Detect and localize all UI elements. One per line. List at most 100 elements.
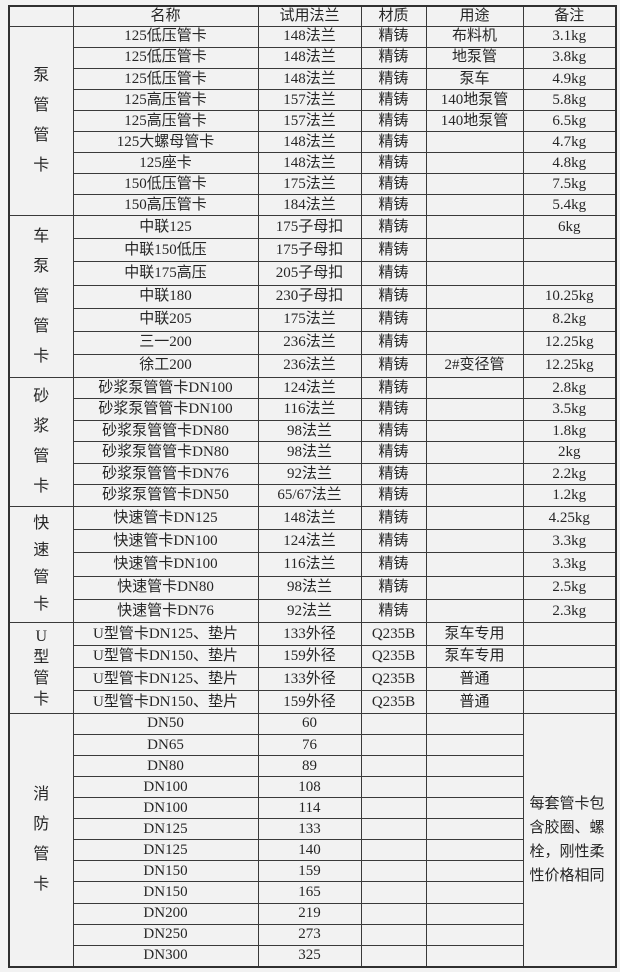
cell-note: 2.3kg xyxy=(522,598,617,624)
cell-note-merged: 每套管卡包含胶圈、螺栓，刚性柔性价格相同 xyxy=(522,712,617,968)
pipe-clamp-spec-table: 名称 试用法兰 材质 用途 备注 泵管管卡 125低压管卡 148法兰 精铸 布料机 3.1kg 1… xyxy=(8,5,617,968)
cell-material: 精铸 xyxy=(360,598,427,624)
cell-material: 精铸 xyxy=(360,419,427,443)
table-row: DN125 140 xyxy=(9,839,616,862)
cell-flange: 114 xyxy=(257,797,362,820)
table-row: 砂浆泵管管卡DN50 65/67法兰 精铸 1.2kg xyxy=(9,484,617,507)
cell-material: 精铸 xyxy=(360,215,427,240)
cell-name: 砂浆泵管管卡DN80 xyxy=(72,441,259,464)
cell-material xyxy=(360,818,427,841)
cell-note: 5.4kg xyxy=(522,194,617,217)
cell-flange: 175法兰 xyxy=(257,307,362,332)
cell-name: 中联180 xyxy=(72,284,259,309)
cell-material xyxy=(360,754,427,778)
cell-material xyxy=(360,776,427,799)
cell-name: 徐工200 xyxy=(72,353,259,378)
cell-note xyxy=(522,690,617,714)
cell-material xyxy=(360,860,427,883)
cell-flange: 148法兰 xyxy=(257,152,362,175)
table-row: DN250 273 xyxy=(9,923,616,946)
cell-name: DN150 xyxy=(72,881,259,904)
cell-usage: 泵车专用 xyxy=(425,644,524,669)
cell-flange: 116法兰 xyxy=(257,398,362,421)
row-group-label: 泵管管卡 xyxy=(8,25,74,217)
cell-material: Q235B xyxy=(360,667,427,692)
cell-name: 125高压管卡 xyxy=(72,88,259,112)
cell-usage xyxy=(425,152,524,175)
cell-usage: 140地泵管 xyxy=(425,110,524,133)
cell-material: Q235B xyxy=(360,690,427,714)
cell-note: 8.2kg xyxy=(522,307,617,332)
cell-usage xyxy=(425,797,524,820)
cell-name: DN250 xyxy=(72,923,259,946)
header-row: 名称 试用法兰 材质 用途 备注 xyxy=(8,5,617,27)
cell-material: 精铸 xyxy=(360,353,427,378)
cell-usage xyxy=(425,818,524,841)
cell-usage xyxy=(425,131,524,154)
cell-material: 精铸 xyxy=(360,152,427,175)
cell-flange: 148法兰 xyxy=(257,25,362,48)
cell-name: 砂浆泵管管卡DN50 xyxy=(72,484,259,507)
group-label-text: 泵管管卡 xyxy=(33,67,50,175)
cell-flange: 148法兰 xyxy=(257,46,362,69)
cell-usage xyxy=(425,552,524,577)
cell-material: 精铸 xyxy=(360,46,427,69)
cell-name: 快速管卡DN80 xyxy=(72,575,259,600)
cell-flange: 124法兰 xyxy=(257,529,362,554)
cell-usage xyxy=(425,441,524,464)
cell-name: 中联205 xyxy=(72,307,259,332)
cell-name: U型管卡DN125、垫片 xyxy=(72,667,259,692)
cell-usage: 泵车 xyxy=(425,67,524,90)
cell-material: 精铸 xyxy=(360,484,427,507)
cell-usage xyxy=(425,839,524,862)
table-row: 三一200 236法兰 精铸 12.25kg xyxy=(9,330,617,355)
cell-flange: 92法兰 xyxy=(257,462,362,486)
table-row: U 型管卡 U型管卡DN125、垫片 133外径 Q235B 泵车专用 xyxy=(8,622,617,714)
cell-usage xyxy=(425,215,524,240)
cell-material: 精铸 xyxy=(360,131,427,154)
row-group-label: 消防管卡 xyxy=(8,712,74,968)
cell-flange: 236法兰 xyxy=(257,330,362,355)
cell-name: DN100 xyxy=(72,797,259,820)
cell-usage xyxy=(425,330,524,355)
cell-note: 2.5kg xyxy=(522,575,617,600)
cell-name: 砂浆泵管管卡DN100 xyxy=(72,398,259,421)
cell-usage: 普通 xyxy=(425,690,524,714)
table-row: DN100 108 xyxy=(9,776,616,799)
cell-note: 2.2kg xyxy=(522,462,617,486)
cell-name: DN300 xyxy=(72,944,259,968)
cell-flange: 133外径 xyxy=(257,622,362,646)
cell-flange: 159外径 xyxy=(257,644,362,669)
table-row: 150高压管卡 184法兰 精铸 5.4kg xyxy=(9,194,617,217)
cell-note xyxy=(522,261,617,286)
cell-usage xyxy=(425,733,524,756)
cell-flange: 148法兰 xyxy=(257,131,362,154)
cell-name: 砂浆泵管管卡DN80 xyxy=(72,419,259,443)
cell-usage xyxy=(425,376,524,400)
cell-flange: 124法兰 xyxy=(257,376,362,400)
cell-flange: 159外径 xyxy=(257,690,362,714)
table-row: 125大螺母管卡 148法兰 精铸 4.7kg xyxy=(9,131,617,154)
cell-material xyxy=(360,902,427,925)
cell-name: 砂浆泵管管卡DN100 xyxy=(72,376,259,400)
cell-name: 快速管卡DN100 xyxy=(72,552,259,577)
table-row: 125高压管卡 157法兰 精铸 140地泵管 6.5kg xyxy=(9,110,617,133)
cell-usage xyxy=(425,754,524,778)
table-row: DN300 325 xyxy=(9,944,616,968)
cell-usage xyxy=(425,598,524,624)
group-label-text: 车泵管管卡 xyxy=(33,227,50,365)
cell-name: 快速管卡DN100 xyxy=(72,529,259,554)
table-row: 车泵管管卡 中联125 175子母扣 精铸 6kg xyxy=(8,215,617,378)
cell-flange: 92法兰 xyxy=(257,598,362,624)
cell-usage xyxy=(425,484,524,507)
table-row: 中联150低压 175子母扣 精铸 xyxy=(9,238,617,263)
table-row: 125座卡 148法兰 精铸 4.8kg xyxy=(9,152,617,175)
table-row: 快速管卡DN100 124法兰 精铸 3.3kg xyxy=(9,529,617,554)
cell-flange: 148法兰 xyxy=(257,67,362,90)
header-cell-4: 用途 xyxy=(425,5,524,27)
cell-material: 精铸 xyxy=(360,261,427,286)
cell-note: 4.8kg xyxy=(522,152,617,175)
cell-note: 2.8kg xyxy=(522,376,617,400)
